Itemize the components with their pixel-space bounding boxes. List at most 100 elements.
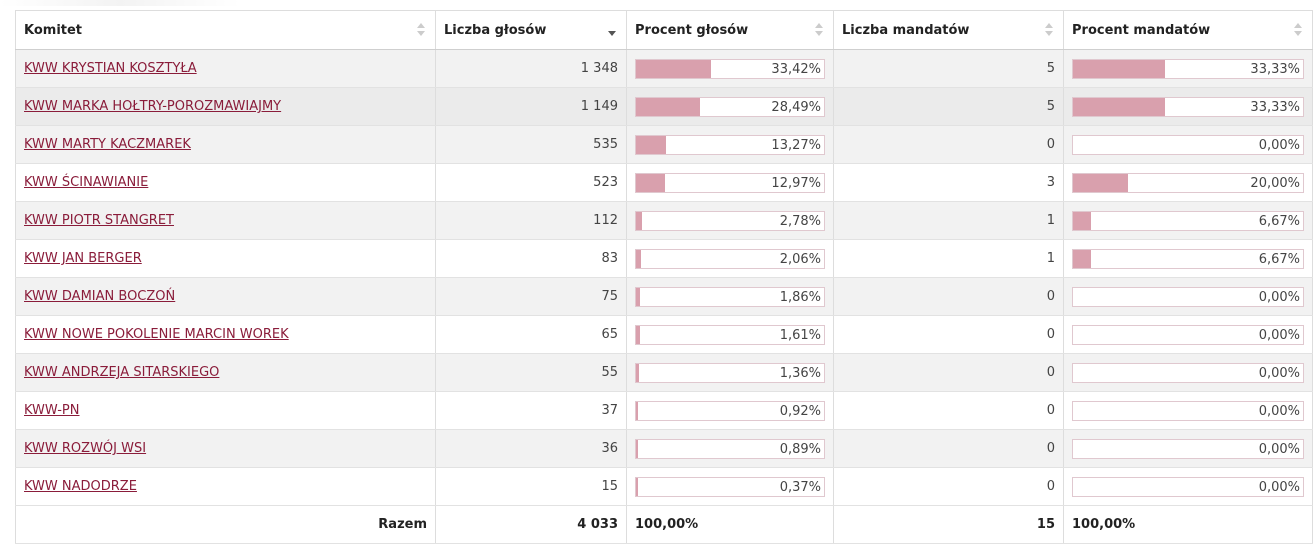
votes-pct-cell: 0,37% <box>626 467 834 506</box>
committee-cell: KWW MARTY KACZMAREK <box>15 125 436 164</box>
seats-pct-bar: 33,33% <box>1072 96 1304 117</box>
committee-link[interactable]: KWW ANDRZEJA SITARSKIEGO <box>24 365 220 380</box>
votes-pct-cell: 0,92% <box>626 391 834 430</box>
committee-link[interactable]: KWW MARKA HOŁTRY-POROZMAWIAJMY <box>24 99 282 114</box>
header-procent-mandatow[interactable]: Procent mandatów <box>1063 10 1313 50</box>
votes-cell: 112 <box>435 201 627 240</box>
seats-pct-bar: 0,00% <box>1072 476 1304 497</box>
seats-cell: 5 <box>833 87 1064 126</box>
header-liczba-mandatow[interactable]: Liczba mandatów <box>833 10 1064 50</box>
table-row: KWW ANDRZEJA SITARSKIEGO 55 1,36% 0 0,00% <box>15 353 1313 392</box>
committee-cell: KWW ROZWÓJ WSI <box>15 429 436 468</box>
votes-cell: 535 <box>435 125 627 164</box>
committee-link[interactable]: KWW JAN BERGER <box>24 251 142 266</box>
committee-link[interactable]: KWW MARTY KACZMAREK <box>24 137 191 152</box>
votes-cell: 37 <box>435 391 627 430</box>
votes-pct-bar: 13,27% <box>635 134 825 155</box>
votes-pct-bar-fill <box>636 477 639 496</box>
header-liczba-glosow[interactable]: Liczba głosów <box>435 10 627 50</box>
seats-pct-label: 33,33% <box>1250 61 1300 77</box>
seats-pct-cell: 6,67% <box>1063 239 1313 278</box>
header-komitet[interactable]: Komitet <box>15 10 436 50</box>
election-results-table: Komitet Liczba głosów Procent głosów Lic… <box>15 10 1313 544</box>
header-liczba-mandatow-label: Liczba mandatów <box>842 22 970 38</box>
votes-cell: 55 <box>435 353 627 392</box>
seats-pct-bar-fill <box>1073 211 1092 230</box>
votes-pct-bar-fill <box>636 439 639 458</box>
votes-pct-label: 2,78% <box>779 213 821 229</box>
sort-icon <box>815 23 823 37</box>
votes-cell: 65 <box>435 315 627 354</box>
seats-pct-cell: 6,67% <box>1063 201 1313 240</box>
seats-pct-label: 0,00% <box>1258 403 1300 419</box>
votes-pct-bar-fill <box>636 59 712 78</box>
table-row: KWW KRYSTIAN KOSZTYŁA 1 348 33,42% 5 33,33% <box>15 49 1313 88</box>
seats-pct-bar: 33,33% <box>1072 58 1304 79</box>
seats-cell: 0 <box>833 429 1064 468</box>
votes-pct-bar: 0,37% <box>635 476 825 497</box>
committee-cell: KWW KRYSTIAN KOSZTYŁA <box>15 49 436 88</box>
votes-cell: 83 <box>435 239 627 278</box>
header-liczba-glosow-label: Liczba głosów <box>444 22 547 38</box>
seats-pct-label: 0,00% <box>1258 327 1300 343</box>
seats-pct-cell: 33,33% <box>1063 87 1313 126</box>
votes-pct-bar-fill <box>636 173 666 192</box>
committee-link[interactable]: KWW ROZWÓJ WSI <box>24 441 147 456</box>
header-procent-glosow-label: Procent głosów <box>635 22 749 38</box>
committee-link[interactable]: KWW ŚCINAWIANIE <box>24 175 149 190</box>
committee-link[interactable]: KWW PIOTR STANGRET <box>24 213 174 228</box>
footer-seats-pct-total: 100,00% <box>1063 505 1313 544</box>
votes-pct-label: 0,92% <box>779 403 821 419</box>
votes-pct-bar-fill <box>636 325 640 344</box>
votes-pct-label: 0,37% <box>779 479 821 495</box>
committee-link[interactable]: KWW KRYSTIAN KOSZTYŁA <box>24 61 197 76</box>
votes-pct-label: 28,49% <box>771 99 821 115</box>
table-row: KWW-PN 37 0,92% 0 0,00% <box>15 391 1313 430</box>
votes-pct-bar: 0,92% <box>635 400 825 421</box>
votes-pct-bar-fill <box>636 135 666 154</box>
votes-pct-bar: 1,86% <box>635 286 825 307</box>
table-row: KWW JAN BERGER 83 2,06% 1 6,67% <box>15 239 1313 278</box>
votes-pct-label: 13,27% <box>771 137 821 153</box>
seats-cell: 0 <box>833 315 1064 354</box>
sort-desc-icon <box>608 23 616 37</box>
committee-link[interactable]: KWW-PN <box>24 403 80 418</box>
table-row: KWW DAMIAN BOCZOŃ 75 1,86% 0 0,00% <box>15 277 1313 316</box>
seats-pct-bar: 0,00% <box>1072 134 1304 155</box>
seats-pct-bar: 0,00% <box>1072 286 1304 307</box>
votes-pct-cell: 2,78% <box>626 201 834 240</box>
votes-pct-cell: 1,36% <box>626 353 834 392</box>
footer-seats-total: 15 <box>833 505 1064 544</box>
votes-pct-cell: 0,89% <box>626 429 834 468</box>
seats-pct-label: 20,00% <box>1250 175 1300 191</box>
votes-pct-bar: 1,36% <box>635 362 825 383</box>
votes-pct-bar-fill <box>636 249 641 268</box>
committee-link[interactable]: KWW NOWE POKOLENIE MARCIN WOREK <box>24 327 289 342</box>
votes-pct-cell: 13,27% <box>626 125 834 164</box>
table-row: KWW ŚCINAWIANIE 523 12,97% 3 20,00% <box>15 163 1313 202</box>
committee-cell: KWW PIOTR STANGRET <box>15 201 436 240</box>
seats-cell: 3 <box>833 163 1064 202</box>
seats-pct-label: 0,00% <box>1258 289 1300 305</box>
seats-pct-label: 0,00% <box>1258 365 1300 381</box>
committee-cell: KWW-PN <box>15 391 436 430</box>
votes-pct-label: 2,06% <box>779 251 821 267</box>
committee-link[interactable]: KWW NADODRZE <box>24 479 137 494</box>
faded-heading-remnant <box>0 0 240 6</box>
seats-pct-label: 6,67% <box>1258 251 1300 267</box>
votes-pct-cell: 12,97% <box>626 163 834 202</box>
committee-cell: KWW JAN BERGER <box>15 239 436 278</box>
footer-votes-pct-total: 100,00% <box>626 505 834 544</box>
seats-pct-label: 0,00% <box>1258 479 1300 495</box>
votes-pct-bar-fill <box>636 97 701 116</box>
seats-pct-cell: 0,00% <box>1063 315 1313 354</box>
header-procent-glosow[interactable]: Procent głosów <box>626 10 834 50</box>
table-row: KWW NADODRZE 15 0,37% 0 0,00% <box>15 467 1313 506</box>
votes-pct-label: 1,61% <box>779 327 821 343</box>
table-row: KWW PIOTR STANGRET 112 2,78% 1 6,67% <box>15 201 1313 240</box>
seats-cell: 0 <box>833 353 1064 392</box>
votes-pct-bar: 2,06% <box>635 248 825 269</box>
committee-link[interactable]: KWW DAMIAN BOCZOŃ <box>24 289 176 304</box>
table-row: KWW MARTY KACZMAREK 535 13,27% 0 0,00% <box>15 125 1313 164</box>
